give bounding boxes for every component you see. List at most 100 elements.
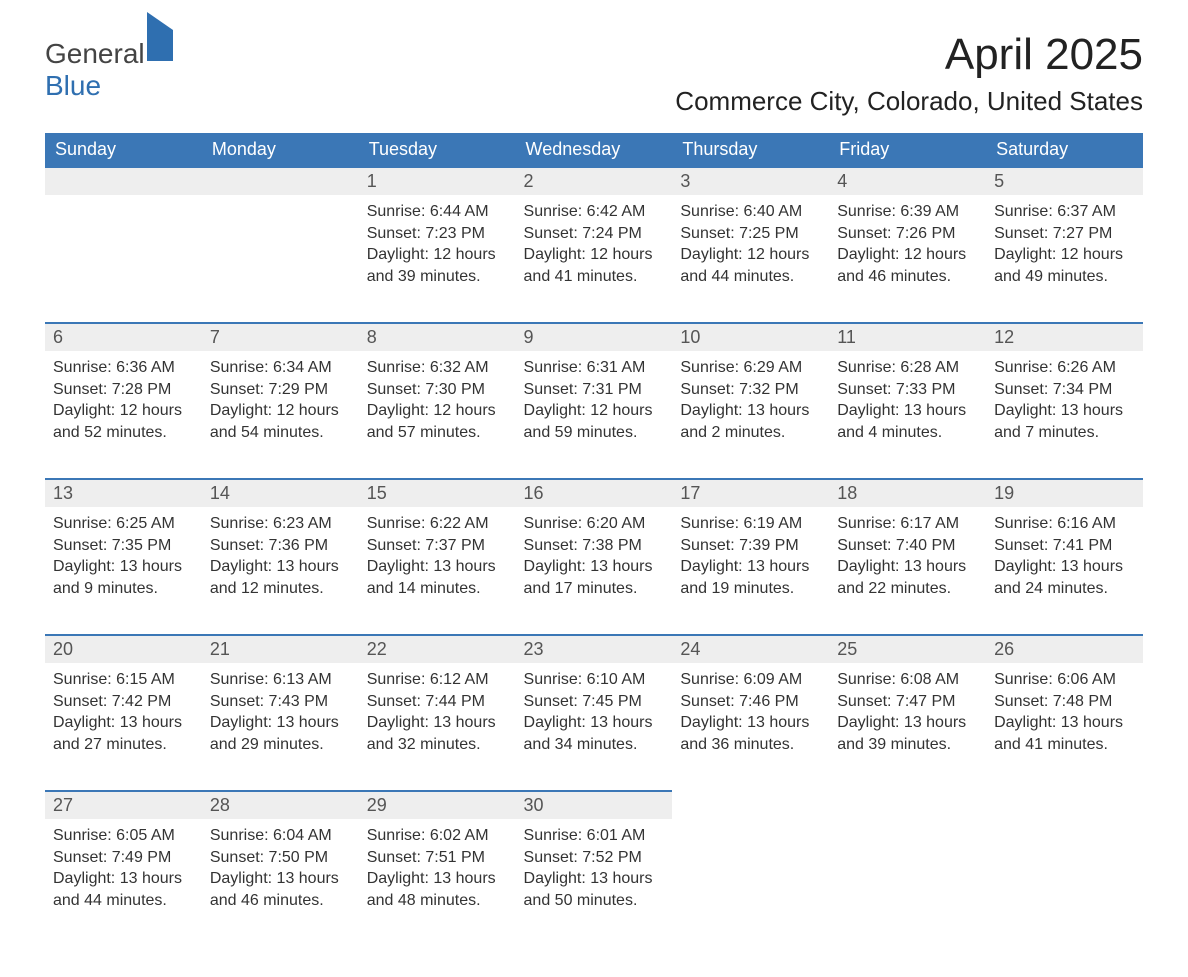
daylight-line2: and 4 minutes. <box>837 422 978 444</box>
sunset-line: Sunset: 7:37 PM <box>367 535 508 557</box>
sunrise-line: Sunrise: 6:25 AM <box>53 513 194 535</box>
sunset-line: Sunset: 7:34 PM <box>994 379 1135 401</box>
daylight-line: Daylight: 13 hours <box>53 868 194 890</box>
daylight-line: Daylight: 13 hours <box>837 556 978 578</box>
day-number: 20 <box>45 635 202 663</box>
daylight-line2: and 2 minutes. <box>680 422 821 444</box>
daylight-line2: and 44 minutes. <box>680 266 821 288</box>
day-number: 18 <box>829 479 986 507</box>
day-cell: Sunrise: 6:22 AMSunset: 7:37 PMDaylight:… <box>359 507 516 635</box>
sunrise-line: Sunrise: 6:01 AM <box>524 825 665 847</box>
sunrise-line: Sunrise: 6:12 AM <box>367 669 508 691</box>
day-cell: Sunrise: 6:04 AMSunset: 7:50 PMDaylight:… <box>202 819 359 947</box>
day-number: 3 <box>672 167 829 195</box>
sunset-line: Sunset: 7:42 PM <box>53 691 194 713</box>
sunrise-line: Sunrise: 6:04 AM <box>210 825 351 847</box>
daylight-line2: and 14 minutes. <box>367 578 508 600</box>
day-number: 25 <box>829 635 986 663</box>
sunrise-line: Sunrise: 6:34 AM <box>210 357 351 379</box>
daylight-line: Daylight: 13 hours <box>994 556 1135 578</box>
day-number: 12 <box>986 323 1143 351</box>
day-cell: Sunrise: 6:06 AMSunset: 7:48 PMDaylight:… <box>986 663 1143 791</box>
sunset-line: Sunset: 7:26 PM <box>837 223 978 245</box>
sunset-line: Sunset: 7:29 PM <box>210 379 351 401</box>
sunrise-line: Sunrise: 6:31 AM <box>524 357 665 379</box>
content-row: Sunrise: 6:44 AMSunset: 7:23 PMDaylight:… <box>45 195 1143 323</box>
day-number: 6 <box>45 323 202 351</box>
day-number: 16 <box>516 479 673 507</box>
daylight-line: Daylight: 13 hours <box>837 400 978 422</box>
sunset-line: Sunset: 7:30 PM <box>367 379 508 401</box>
daylight-line2: and 36 minutes. <box>680 734 821 756</box>
daylight-line2: and 41 minutes. <box>994 734 1135 756</box>
col-tuesday: Tuesday <box>359 133 516 167</box>
sunset-line: Sunset: 7:39 PM <box>680 535 821 557</box>
sunset-line: Sunset: 7:38 PM <box>524 535 665 557</box>
sunset-line: Sunset: 7:24 PM <box>524 223 665 245</box>
day-cell: Sunrise: 6:10 AMSunset: 7:45 PMDaylight:… <box>516 663 673 791</box>
daylight-line: Daylight: 12 hours <box>994 244 1135 266</box>
sunset-line: Sunset: 7:36 PM <box>210 535 351 557</box>
sunrise-line: Sunrise: 6:13 AM <box>210 669 351 691</box>
day-number: 22 <box>359 635 516 663</box>
logo: General Blue <box>45 30 173 102</box>
day-number: 2 <box>516 167 673 195</box>
sunset-line: Sunset: 7:52 PM <box>524 847 665 869</box>
day-number: 13 <box>45 479 202 507</box>
header: General Blue April 2025 Commerce City, C… <box>45 30 1143 127</box>
day-number <box>829 791 986 819</box>
daylight-line: Daylight: 13 hours <box>210 712 351 734</box>
sunrise-line: Sunrise: 6:42 AM <box>524 201 665 223</box>
weekday-header-row: Sunday Monday Tuesday Wednesday Thursday… <box>45 133 1143 167</box>
daylight-line: Daylight: 13 hours <box>680 712 821 734</box>
sunrise-line: Sunrise: 6:10 AM <box>524 669 665 691</box>
sunset-line: Sunset: 7:50 PM <box>210 847 351 869</box>
day-cell: Sunrise: 6:05 AMSunset: 7:49 PMDaylight:… <box>45 819 202 947</box>
day-number <box>986 791 1143 819</box>
day-number: 10 <box>672 323 829 351</box>
logo-triangle-icon <box>147 12 173 61</box>
col-friday: Friday <box>829 133 986 167</box>
sunrise-line: Sunrise: 6:06 AM <box>994 669 1135 691</box>
sunset-line: Sunset: 7:45 PM <box>524 691 665 713</box>
sunset-line: Sunset: 7:51 PM <box>367 847 508 869</box>
day-cell: Sunrise: 6:39 AMSunset: 7:26 PMDaylight:… <box>829 195 986 323</box>
day-number: 30 <box>516 791 673 819</box>
day-cell <box>45 195 202 323</box>
day-number: 15 <box>359 479 516 507</box>
sunset-line: Sunset: 7:46 PM <box>680 691 821 713</box>
sunset-line: Sunset: 7:47 PM <box>837 691 978 713</box>
sunset-line: Sunset: 7:44 PM <box>367 691 508 713</box>
daylight-line: Daylight: 12 hours <box>367 400 508 422</box>
day-cell: Sunrise: 6:36 AMSunset: 7:28 PMDaylight:… <box>45 351 202 479</box>
daylight-line2: and 32 minutes. <box>367 734 508 756</box>
col-saturday: Saturday <box>986 133 1143 167</box>
day-number: 7 <box>202 323 359 351</box>
title-block: April 2025 Commerce City, Colorado, Unit… <box>675 30 1143 127</box>
daylight-line2: and 41 minutes. <box>524 266 665 288</box>
day-cell: Sunrise: 6:19 AMSunset: 7:39 PMDaylight:… <box>672 507 829 635</box>
day-cell: Sunrise: 6:23 AMSunset: 7:36 PMDaylight:… <box>202 507 359 635</box>
sunrise-line: Sunrise: 6:28 AM <box>837 357 978 379</box>
sunrise-line: Sunrise: 6:17 AM <box>837 513 978 535</box>
daylight-line: Daylight: 13 hours <box>837 712 978 734</box>
day-cell: Sunrise: 6:28 AMSunset: 7:33 PMDaylight:… <box>829 351 986 479</box>
daylight-line2: and 54 minutes. <box>210 422 351 444</box>
sunset-line: Sunset: 7:33 PM <box>837 379 978 401</box>
content-row: Sunrise: 6:15 AMSunset: 7:42 PMDaylight:… <box>45 663 1143 791</box>
logo-word-2: Blue <box>45 70 101 101</box>
daylight-line: Daylight: 12 hours <box>53 400 194 422</box>
daylight-line2: and 39 minutes. <box>367 266 508 288</box>
daylight-line: Daylight: 13 hours <box>210 556 351 578</box>
day-cell: Sunrise: 6:42 AMSunset: 7:24 PMDaylight:… <box>516 195 673 323</box>
day-number: 24 <box>672 635 829 663</box>
day-cell: Sunrise: 6:16 AMSunset: 7:41 PMDaylight:… <box>986 507 1143 635</box>
logo-word-1: General <box>45 38 145 69</box>
daylight-line2: and 34 minutes. <box>524 734 665 756</box>
day-number: 26 <box>986 635 1143 663</box>
day-cell: Sunrise: 6:13 AMSunset: 7:43 PMDaylight:… <box>202 663 359 791</box>
col-monday: Monday <box>202 133 359 167</box>
sunrise-line: Sunrise: 6:23 AM <box>210 513 351 535</box>
daylight-line2: and 48 minutes. <box>367 890 508 912</box>
day-cell: Sunrise: 6:08 AMSunset: 7:47 PMDaylight:… <box>829 663 986 791</box>
